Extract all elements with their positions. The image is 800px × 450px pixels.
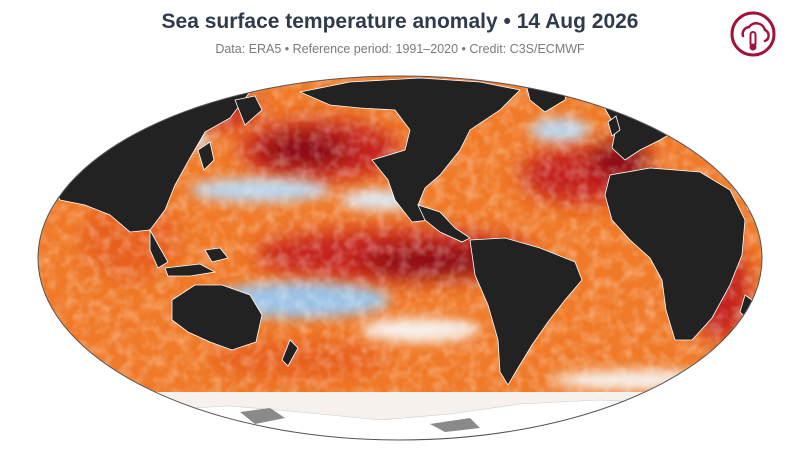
globe-outline	[37, 75, 763, 441]
ice-shelves	[140, 408, 480, 432]
map-title: Sea surface temperature anomaly • 14 Aug…	[161, 10, 639, 33]
map-subtitle: Data: ERA5 • Reference period: 1991–2020…	[215, 42, 585, 56]
thermometer-cloud-icon	[730, 11, 776, 57]
